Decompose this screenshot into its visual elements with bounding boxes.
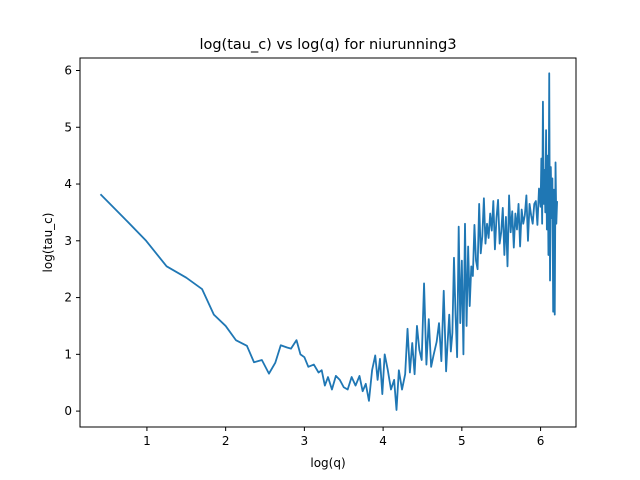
x-tick-label: 6 (537, 434, 545, 448)
chart-title: log(tau_c) vs log(q) for niurunning3 (199, 37, 456, 53)
y-axis: 0 1 2 3 4 5 6 (64, 63, 80, 418)
axes-frame (79, 57, 577, 428)
y-tick-label: 6 (64, 63, 72, 77)
y-tick-label: 3 (64, 234, 72, 248)
x-tick-label: 3 (301, 434, 309, 448)
y-tick-label: 1 (64, 347, 72, 361)
x-axis: 1 2 3 4 5 6 (143, 427, 544, 448)
y-tick-label: 5 (64, 120, 72, 134)
y-tick-label: 0 (64, 404, 72, 418)
x-tick-label: 5 (458, 434, 466, 448)
x-tick-label: 2 (222, 434, 230, 448)
y-tick-label: 2 (64, 291, 72, 305)
x-tick-label: 1 (143, 434, 151, 448)
x-axis-label: log(q) (310, 456, 345, 470)
plot-area (99, 72, 558, 411)
series-line-0 (99, 72, 558, 411)
y-axis-label: log(tau_c) (41, 213, 55, 273)
y-tick-label: 4 (64, 177, 72, 191)
x-tick-label: 4 (379, 434, 387, 448)
